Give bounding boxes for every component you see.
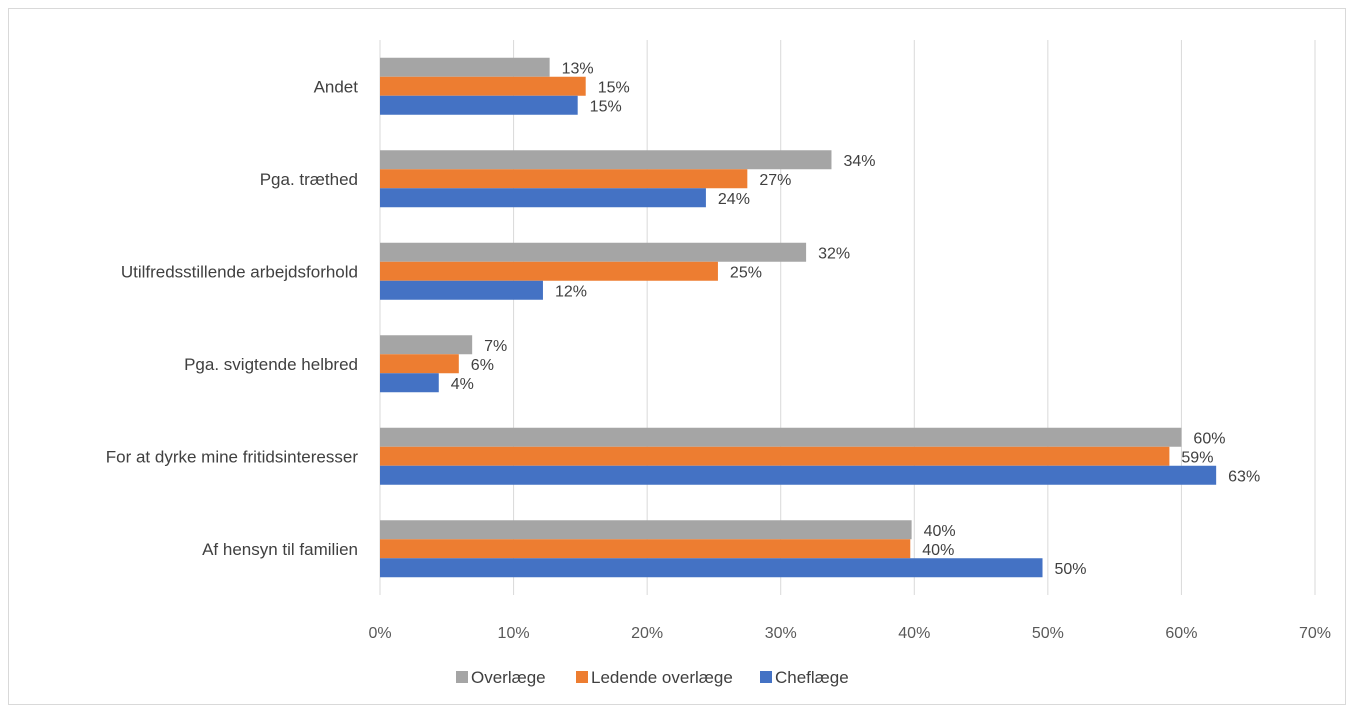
bar: [380, 95, 578, 115]
bar: [380, 373, 439, 393]
data-label: 59%: [1181, 449, 1213, 466]
bar: [380, 354, 459, 374]
x-tick-label: 20%: [631, 625, 663, 642]
x-tick-label: 70%: [1299, 625, 1331, 642]
data-label: 40%: [924, 523, 956, 540]
x-tick-label: 10%: [498, 625, 530, 642]
bar: [380, 558, 1043, 578]
category-label: Andet: [314, 77, 359, 96]
x-tick-label: 60%: [1165, 625, 1197, 642]
data-label: 24%: [718, 191, 750, 208]
bar: [380, 280, 543, 300]
data-label: 12%: [555, 283, 587, 300]
legend-swatch: [760, 671, 772, 683]
category-labels: Andet Pga. træthed Utilfredsstillende arbe…: [106, 77, 359, 559]
x-tick-label: 30%: [765, 625, 797, 642]
category-label: Af hensyn til familien: [202, 540, 358, 559]
legend-label: Overlæge: [471, 668, 546, 687]
legend-swatch: [576, 671, 588, 683]
data-label: 6%: [471, 357, 494, 374]
bar: [380, 520, 912, 540]
bar: [380, 169, 748, 189]
category-label: Pga. svigtende helbred: [184, 355, 358, 374]
bar: [380, 427, 1182, 447]
data-label: 63%: [1228, 468, 1260, 485]
data-label: 13%: [562, 60, 594, 77]
bar: [380, 57, 550, 77]
bar: [380, 188, 706, 208]
x-axis-tick-labels: 0% 10% 20% 30% 40% 50% 60% 70%: [368, 625, 1331, 642]
data-label: 27%: [759, 172, 791, 189]
bar: [380, 242, 807, 262]
bar: [380, 76, 586, 96]
bar: [380, 465, 1217, 485]
data-label: 7%: [484, 338, 507, 355]
legend: Overlæge Ledende overlæge Cheflæge: [456, 668, 849, 687]
x-tick-label: 50%: [1032, 625, 1064, 642]
bar: [380, 446, 1170, 466]
data-label: 50%: [1055, 561, 1087, 578]
category-label: For at dyrke mine fritidsinteresser: [106, 447, 359, 466]
legend-swatch: [456, 671, 468, 683]
category-label: Utilfredsstillende arbejdsforhold: [121, 262, 358, 281]
legend-label: Ledende overlæge: [591, 668, 733, 687]
data-label: 32%: [818, 245, 850, 262]
data-label: 15%: [598, 79, 630, 96]
data-label: 4%: [451, 376, 474, 393]
legend-label: Cheflæge: [775, 668, 849, 687]
chart-frame: [8, 8, 1346, 705]
data-label: 34%: [843, 153, 875, 170]
gridlines: [379, 40, 1316, 595]
bar: [380, 335, 473, 355]
data-labels: 13%15%15%34%27%24%32%25%12%7%6%4%60%59%6…: [451, 60, 1260, 578]
data-label: 40%: [922, 542, 954, 559]
data-label: 15%: [590, 98, 622, 115]
x-tick-label: 40%: [898, 625, 930, 642]
x-tick-label: 0%: [368, 625, 391, 642]
bar: [380, 539, 911, 559]
data-label: 25%: [730, 264, 762, 281]
category-label: Pga. træthed: [260, 170, 358, 189]
data-label: 60%: [1193, 430, 1225, 447]
bar: [380, 261, 718, 281]
bar: [380, 150, 832, 170]
bars: [380, 57, 1217, 578]
